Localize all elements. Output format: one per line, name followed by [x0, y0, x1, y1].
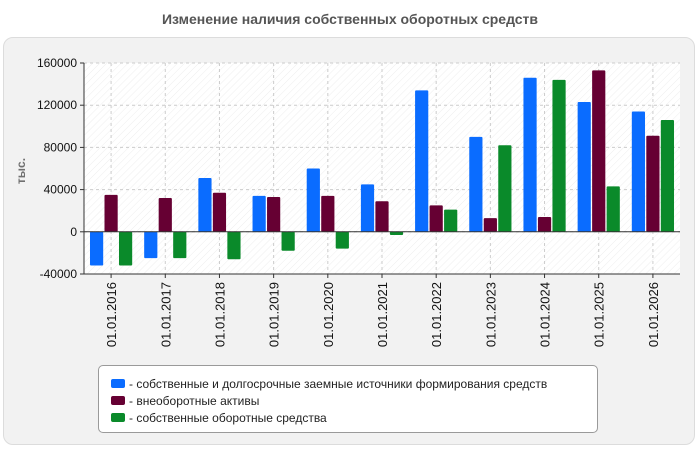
bar-series-1 — [523, 77, 537, 232]
bar-series-2 — [212, 192, 227, 232]
bar-series-3 — [660, 119, 675, 232]
bar-series-2 — [321, 195, 335, 232]
x-tick-label: 01.01.2016 — [104, 282, 119, 347]
bar-series-3 — [389, 231, 404, 235]
bar-series-2 — [104, 194, 118, 232]
bar-series-2 — [537, 217, 552, 232]
legend-label-noncurrent-assets: - внеоборотные активы — [129, 393, 260, 408]
bar-series-2 — [483, 218, 497, 232]
x-tick-label: 01.01.2025 — [592, 282, 607, 347]
bar-series-3 — [118, 231, 133, 266]
y-tick-label: -40000 — [40, 267, 78, 281]
bar-series-1 — [306, 168, 320, 232]
bar-series-3 — [281, 231, 295, 251]
y-tick-label: 80000 — [44, 140, 78, 154]
bar-series-1 — [360, 184, 375, 232]
x-tick-label: 01.01.2024 — [538, 282, 553, 347]
bar-series-3 — [444, 209, 458, 232]
bar-series-1 — [144, 231, 158, 259]
legend-swatch-sources — [111, 379, 125, 388]
x-tick-label: 01.01.2021 — [375, 282, 390, 347]
bar-series-2 — [158, 198, 172, 232]
bar-series-3 — [606, 186, 620, 232]
x-tick-label: 01.01.2018 — [212, 282, 227, 347]
y-tick-label: 40000 — [44, 183, 78, 197]
legend-swatch-working-capital — [111, 413, 125, 422]
x-tick-label: 01.01.2023 — [483, 282, 498, 347]
bar-series-1 — [89, 231, 104, 266]
legend-item-sources: - собственные и долгосрочные заемные ист… — [111, 375, 597, 392]
chart-legend: - собственные и долгосрочные заемные ист… — [98, 365, 598, 433]
bar-series-2 — [646, 135, 660, 232]
legend-item-working-capital: - собственные оборотные средства — [111, 409, 597, 426]
x-tick-label: 01.01.2022 — [429, 282, 444, 347]
bar-series-3 — [335, 231, 349, 249]
bar-series-1 — [577, 102, 591, 232]
bar-series-2 — [429, 205, 443, 232]
x-tick-label: 01.01.2020 — [321, 282, 336, 347]
y-tick-label: 160000 — [37, 56, 77, 70]
bar-series-2 — [375, 201, 389, 232]
bar-series-1 — [415, 90, 429, 232]
bar-series-1 — [469, 136, 483, 232]
bar-series-1 — [631, 111, 646, 232]
bar-series-1 — [252, 195, 266, 232]
bar-series-3 — [498, 145, 512, 232]
chart-title: Изменение наличия собственных оборотных … — [161, 11, 539, 27]
y-tick-label: 0 — [70, 225, 77, 239]
legend-label-sources: - собственные и долгосрочные заемные ист… — [129, 376, 548, 391]
y-axis-label: тыс. — [14, 157, 28, 185]
y-tick-label: 120000 — [37, 98, 77, 112]
bar-series-3 — [552, 79, 566, 232]
x-tick-label: 01.01.2019 — [267, 282, 282, 347]
legend-label-working-capital: - собственные оборотные средства — [129, 410, 327, 425]
x-tick-label: 01.01.2017 — [158, 282, 173, 347]
bar-series-2 — [592, 70, 606, 232]
bar-series-2 — [267, 196, 281, 232]
bar-series-1 — [198, 177, 212, 232]
bar-series-3 — [227, 231, 241, 260]
bar-series-3 — [173, 231, 187, 259]
legend-swatch-noncurrent-assets — [111, 396, 125, 405]
x-tick-label: 01.01.2026 — [646, 282, 661, 347]
legend-item-noncurrent-assets: - внеоборотные активы — [111, 392, 597, 409]
